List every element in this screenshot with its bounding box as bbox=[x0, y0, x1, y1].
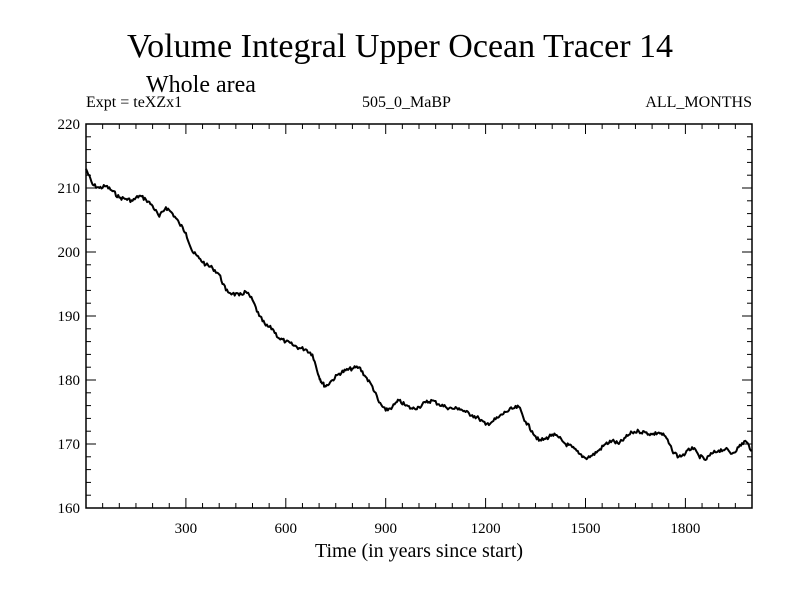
x-tick-label: 1800 bbox=[670, 521, 700, 537]
months-label: ALL_MONTHS bbox=[645, 94, 752, 111]
y-tick-label: 220 bbox=[58, 117, 81, 133]
plot-frame bbox=[85, 123, 753, 509]
experiment-label: Expt = teXZx1 bbox=[86, 94, 183, 111]
y-tick-label: 200 bbox=[58, 245, 81, 261]
y-tick-label: 190 bbox=[58, 309, 81, 325]
chart-title: Volume Integral Upper Ocean Tracer 14 bbox=[126, 28, 674, 65]
run-label: 505_0_MaBP bbox=[362, 94, 451, 111]
x-axis-label: Time (in years since start) bbox=[315, 540, 523, 562]
chart-subtitle: Whole area bbox=[146, 72, 256, 98]
x-tick-label: 900 bbox=[374, 521, 397, 537]
x-tick-label: 1200 bbox=[471, 521, 501, 537]
y-tick-label: 170 bbox=[58, 437, 81, 453]
x-tick-label: 600 bbox=[275, 521, 298, 537]
y-tick-label: 180 bbox=[58, 373, 81, 389]
x-tick-label: 300 bbox=[175, 521, 198, 537]
x-tick-label: 1500 bbox=[571, 521, 601, 537]
y-tick-label: 160 bbox=[58, 501, 81, 517]
y-tick-label: 210 bbox=[58, 181, 81, 197]
series-line bbox=[85, 168, 753, 461]
